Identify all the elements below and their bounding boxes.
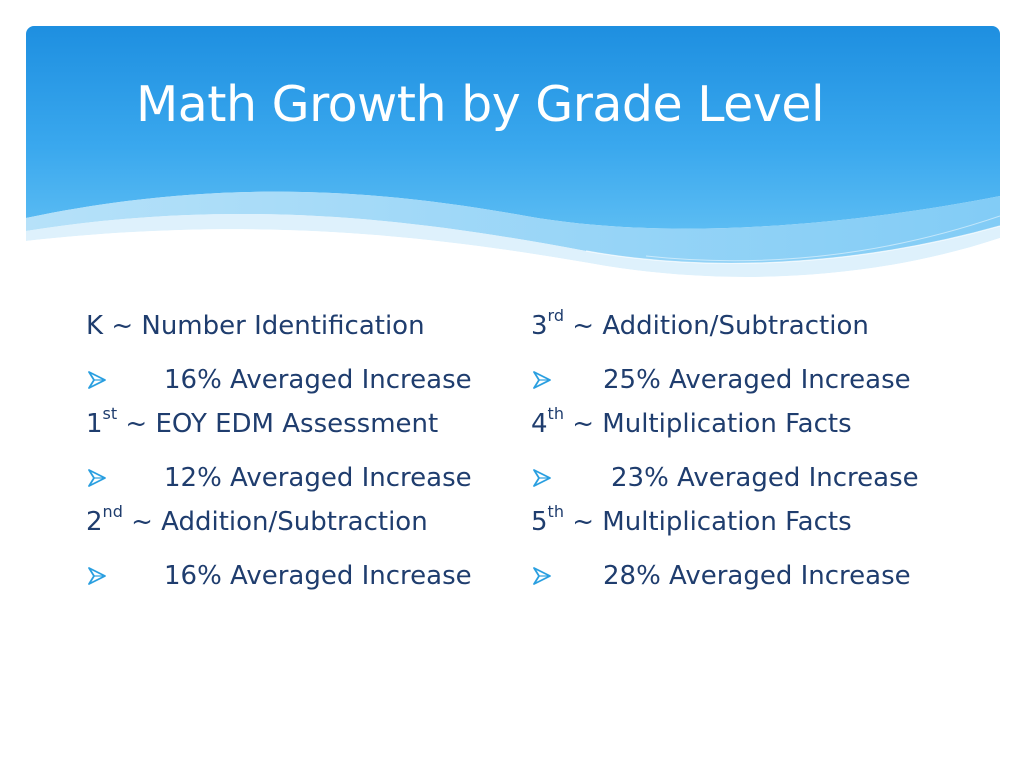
slide-title: Math Growth by Grade Level [136,76,825,133]
grade-2-heading: 2nd ~ Addition/Subtraction [86,502,516,551]
grade-4-result: 23% Averaged Increase [531,453,1001,502]
grade-1-number: 1 [86,409,103,439]
grade-4-heading: 4th ~ Multiplication Facts [531,404,1001,453]
arrowhead-bullet-icon [533,468,551,487]
left-column: K ~ Number Identification 16% Averaged I… [86,306,516,600]
grade-k-label: K [86,311,104,341]
grade-1-suffix: st [102,404,118,424]
grade-2-suffix: nd [102,502,123,522]
arrowhead-bullet-icon [88,468,106,487]
grade-k-heading: K ~ Number Identification [86,306,516,355]
grade-3-result-text: 25% Averaged Increase [603,364,911,395]
grade-3-heading: 3rd ~ Addition/Subtraction [531,306,1001,355]
arrowhead-bullet-icon [533,566,551,585]
arrowhead-bullet-icon [88,370,106,389]
grade-k-result-text: 16% Averaged Increase [164,364,472,395]
grade-3-topic: ~ Addition/Subtraction [564,311,869,341]
grade-k-result: 16% Averaged Increase [86,355,516,404]
grade-3-number: 3 [531,311,548,341]
grade-2-result: 16% Averaged Increase [86,551,516,600]
grade-5-topic: ~ Multiplication Facts [563,507,852,537]
grade-5-number: 5 [531,507,548,537]
grade-4-topic: ~ Multiplication Facts [563,409,852,439]
grade-4-result-text: 23% Averaged Increase [611,462,919,493]
arrowhead-bullet-icon [533,370,551,389]
grade-2-result-text: 16% Averaged Increase [164,560,472,591]
grade-2-topic: ~ Addition/Subtraction [122,507,428,537]
grade-1-heading: 1st ~ EOY EDM Assessment [86,404,516,453]
grade-5-result: 28% Averaged Increase [531,551,1001,600]
grade-1-result: 12% Averaged Increase [86,453,516,502]
right-column: 3rd ~ Addition/Subtraction 25% Averaged … [531,306,1001,600]
grade-2-number: 2 [86,507,103,537]
header-banner [26,26,1000,286]
grade-4-number: 4 [531,409,548,439]
grade-1-result-text: 12% Averaged Increase [164,462,472,493]
grade-k-topic: ~ Number Identification [103,311,425,341]
grade-5-heading: 5th ~ Multiplication Facts [531,502,1001,551]
grade-4-suffix: th [547,404,564,424]
arrowhead-bullet-icon [88,566,106,585]
grade-1-topic: ~ EOY EDM Assessment [117,409,439,439]
grade-3-result: 25% Averaged Increase [531,355,1001,404]
grade-5-result-text: 28% Averaged Increase [603,560,911,591]
grade-3-suffix: rd [547,306,564,326]
grade-5-suffix: th [547,502,564,522]
header-wave-graphic [26,26,1000,286]
